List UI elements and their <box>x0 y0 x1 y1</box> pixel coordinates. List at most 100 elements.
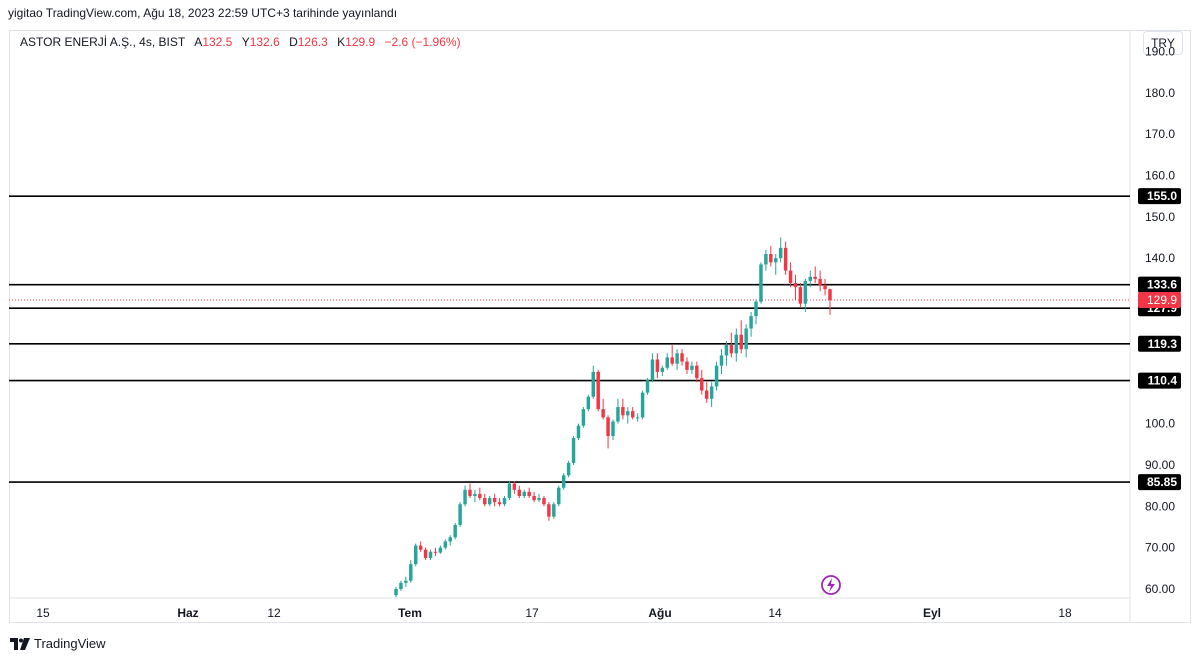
chart-frame <box>9 30 1191 623</box>
candle-body <box>828 289 832 300</box>
candle-body <box>778 247 783 259</box>
symbol-name[interactable]: ASTOR ENERJİ A.Ş., 4s, BIST <box>20 35 185 49</box>
candle-body <box>414 545 418 565</box>
candle-body <box>626 411 630 416</box>
candle-body <box>448 537 452 542</box>
currency-button[interactable]: TRY <box>1143 31 1183 55</box>
candle-body <box>586 396 591 410</box>
candle-body <box>596 371 600 410</box>
tradingview-logo-icon <box>10 637 30 650</box>
y-tick-label: 170.0 <box>1145 127 1175 141</box>
candle-body <box>497 502 502 505</box>
candle-body <box>680 353 684 362</box>
candle-body <box>759 264 763 302</box>
candle-body <box>704 390 709 399</box>
x-tick-label: Eyl <box>923 606 941 620</box>
candle-body <box>473 493 477 496</box>
level-label: 110.4 <box>1148 374 1178 388</box>
symbol-legend: ASTOR ENERJİ A.Ş., 4s, BIST A132.5 Y132.… <box>20 35 461 49</box>
x-tick-label: 17 <box>525 606 539 620</box>
candle-body <box>660 367 665 372</box>
candle-body <box>774 258 778 263</box>
candle-body <box>571 438 576 463</box>
candle-body <box>769 254 773 263</box>
footer-brand[interactable]: TradingView <box>34 636 106 651</box>
last-price-label: 129.9 <box>1147 293 1177 307</box>
candle-body <box>685 361 689 370</box>
level-label: 155.0 <box>1147 189 1177 203</box>
high-value: 132.6 <box>249 35 280 49</box>
candle-body <box>581 409 586 426</box>
x-tick-label: 15 <box>36 606 50 620</box>
level-price-tag <box>1138 188 1181 205</box>
y-tick-label: 70.00 <box>1145 541 1175 555</box>
candle-body <box>700 378 704 391</box>
candle-body <box>616 407 620 422</box>
y-tick-label: 190.0 <box>1145 44 1175 58</box>
candle-body <box>409 564 413 581</box>
candle-body <box>418 545 423 550</box>
candle-body <box>428 551 433 558</box>
candle-body <box>517 489 522 496</box>
y-tick-label: 60.00 <box>1145 582 1175 596</box>
level-price-tag <box>1138 276 1181 293</box>
candle-body <box>537 498 541 501</box>
candle-body <box>818 278 822 286</box>
candle-body <box>557 487 561 505</box>
candle-body <box>394 589 398 596</box>
y-tick-label: 140.0 <box>1145 251 1175 265</box>
candle-body <box>729 345 734 354</box>
candle-body <box>522 491 526 496</box>
candle-body <box>547 504 551 517</box>
candle-body <box>423 549 428 558</box>
level-label: 119.3 <box>1148 337 1178 351</box>
close-label: K <box>337 35 346 49</box>
candle-body <box>719 355 724 366</box>
lightning-icon[interactable] <box>821 575 841 595</box>
candle-body <box>813 276 817 279</box>
candle-body <box>690 365 694 370</box>
candle-body <box>458 504 462 525</box>
y-tick-label: 90.00 <box>1145 458 1175 472</box>
open-value: 132.5 <box>202 35 233 49</box>
candle-body <box>788 270 793 284</box>
y-tick-label: 150.0 <box>1145 210 1175 224</box>
candle-body <box>798 287 803 304</box>
candle-body <box>443 541 448 548</box>
x-tick-label: Tem <box>398 606 422 620</box>
candle-body <box>591 371 595 397</box>
candle-body <box>754 301 758 317</box>
y-tick-label: 100.0 <box>1145 417 1175 431</box>
y-tick-label: 180.0 <box>1145 86 1175 100</box>
published-info: yigitao TradingView.com, Ağu 18, 2023 22… <box>8 6 398 20</box>
candle-body <box>739 334 743 350</box>
last-price-tag <box>1138 291 1181 308</box>
level-price-tag <box>1138 335 1181 352</box>
x-tick-label: Haz <box>177 606 198 620</box>
candle-body <box>709 386 714 399</box>
candle-body <box>552 504 556 517</box>
x-tick-label: 12 <box>267 606 281 620</box>
candle-body <box>724 345 729 356</box>
candle-body <box>561 475 566 488</box>
close-value: 129.9 <box>345 35 376 49</box>
x-tick-label: 18 <box>1058 606 1072 620</box>
candle-body <box>635 417 640 419</box>
candle-body <box>601 409 605 418</box>
candle-body <box>621 407 625 416</box>
candle-body <box>478 493 482 499</box>
candle-body <box>492 498 497 503</box>
candle-body <box>803 280 808 304</box>
level-price-tag <box>1138 372 1181 389</box>
candle-body <box>631 411 635 418</box>
candle-body <box>527 491 531 496</box>
level-label: 85.85 <box>1147 475 1177 489</box>
candle-body <box>695 365 699 379</box>
candle-body <box>468 489 472 496</box>
x-tick-label: Ağu <box>648 606 671 620</box>
candle-body <box>640 392 645 418</box>
candle-body <box>566 462 571 476</box>
candle-body <box>808 276 812 281</box>
candle-body <box>463 489 467 505</box>
